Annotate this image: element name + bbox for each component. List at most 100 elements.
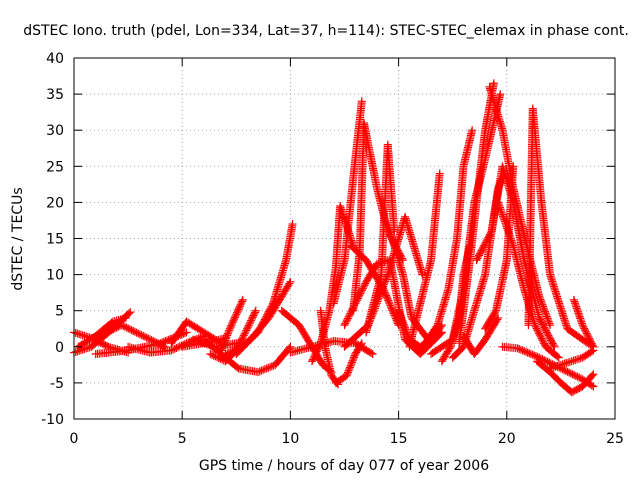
data-point-marker <box>170 344 179 353</box>
data-series <box>349 118 407 315</box>
data-point-marker <box>211 352 220 361</box>
data-point-marker <box>384 296 393 305</box>
data-point-marker <box>237 336 246 345</box>
data-point-marker <box>262 364 271 373</box>
data-series <box>217 295 247 355</box>
data-point-marker <box>536 295 545 304</box>
data-point-marker <box>580 324 589 333</box>
data-point-marker <box>250 308 259 317</box>
data-point-marker <box>571 356 580 365</box>
y-tick-label: 20 <box>46 195 64 211</box>
data-point-marker <box>222 333 231 342</box>
data-point-marker <box>135 330 144 339</box>
data-point-marker <box>508 239 517 248</box>
data-point-marker <box>310 352 319 361</box>
data-point-marker <box>532 324 541 333</box>
data-point-marker <box>238 333 247 342</box>
data-point-marker <box>544 316 553 325</box>
data-point-marker <box>574 354 583 363</box>
data-point-marker <box>515 344 524 353</box>
data-point-marker <box>375 292 384 301</box>
y-tick-label: 0 <box>55 340 64 356</box>
data-point-marker <box>538 355 547 364</box>
data-point-marker <box>518 346 527 355</box>
data-point-marker <box>239 331 248 340</box>
data-point-marker <box>264 363 273 372</box>
data-point-marker <box>494 200 503 209</box>
data-point-marker <box>402 327 411 336</box>
data-point-marker <box>356 340 365 349</box>
data-point-marker <box>503 226 512 235</box>
x-tick-label: 25 <box>606 431 624 447</box>
data-point-marker <box>531 322 540 331</box>
data-point-marker <box>223 331 232 340</box>
data-point-marker <box>344 366 353 375</box>
data-point-marker <box>220 338 229 347</box>
data-point-marker <box>206 350 215 359</box>
data-series <box>524 104 598 351</box>
data-point-marker <box>224 348 233 357</box>
data-point-marker <box>445 344 454 353</box>
data-point-marker <box>543 357 552 366</box>
data-point-marker <box>549 363 558 372</box>
data-point-marker <box>382 273 391 282</box>
data-point-marker <box>216 354 225 363</box>
data-point-marker <box>242 326 251 335</box>
data-point-marker <box>495 203 504 212</box>
data-point-marker <box>554 353 563 362</box>
data-point-marker <box>225 326 234 335</box>
data-point-marker <box>245 319 254 328</box>
data-point-marker <box>373 297 382 306</box>
data-point-marker <box>535 331 544 340</box>
data-point-marker <box>506 233 515 242</box>
data-point-marker <box>587 347 596 356</box>
data-point-marker <box>367 312 376 321</box>
data-point-marker <box>248 313 257 322</box>
data-point-marker <box>381 275 390 284</box>
data-point-marker <box>119 321 128 330</box>
y-tick-label: -10 <box>41 412 64 428</box>
data-point-marker <box>498 212 507 221</box>
data-point-marker <box>226 347 235 356</box>
data-point-marker <box>589 382 598 391</box>
data-point-marker <box>169 345 178 354</box>
data-point-marker <box>311 349 320 358</box>
data-point-marker <box>531 352 540 361</box>
data-point-marker <box>521 347 530 356</box>
data-point-marker <box>535 292 544 301</box>
data-point-marker <box>396 311 405 320</box>
data-point-marker <box>496 90 505 99</box>
data-point-marker <box>539 337 548 346</box>
data-point-marker <box>533 326 542 335</box>
data-point-marker <box>344 312 353 321</box>
data-point-marker <box>381 289 390 298</box>
data-point-marker <box>358 284 367 293</box>
data-point-marker <box>343 368 352 377</box>
data-point-marker <box>259 365 268 374</box>
data-point-marker <box>381 277 390 286</box>
data-point-marker <box>587 381 596 390</box>
data-point-marker <box>503 224 512 233</box>
data-point-marker <box>560 359 569 368</box>
data-point-marker <box>122 323 131 332</box>
data-point-marker <box>367 349 376 358</box>
data-point-marker <box>314 344 323 353</box>
data-point-marker <box>140 332 149 341</box>
data-point-marker <box>356 289 365 298</box>
data-point-marker <box>139 331 148 340</box>
data-point-marker <box>167 346 176 355</box>
data-point-marker <box>397 313 406 322</box>
data-point-marker <box>385 299 394 308</box>
data-point-marker <box>506 234 515 243</box>
data-points <box>70 79 598 397</box>
data-point-marker <box>368 311 377 320</box>
data-point-marker <box>342 317 351 326</box>
data-point-marker <box>581 326 590 335</box>
data-series <box>331 339 366 387</box>
data-point-marker <box>528 350 537 359</box>
data-point-marker <box>132 328 141 337</box>
data-series <box>405 169 444 351</box>
data-point-marker <box>372 299 381 308</box>
data-point-marker <box>345 311 354 320</box>
